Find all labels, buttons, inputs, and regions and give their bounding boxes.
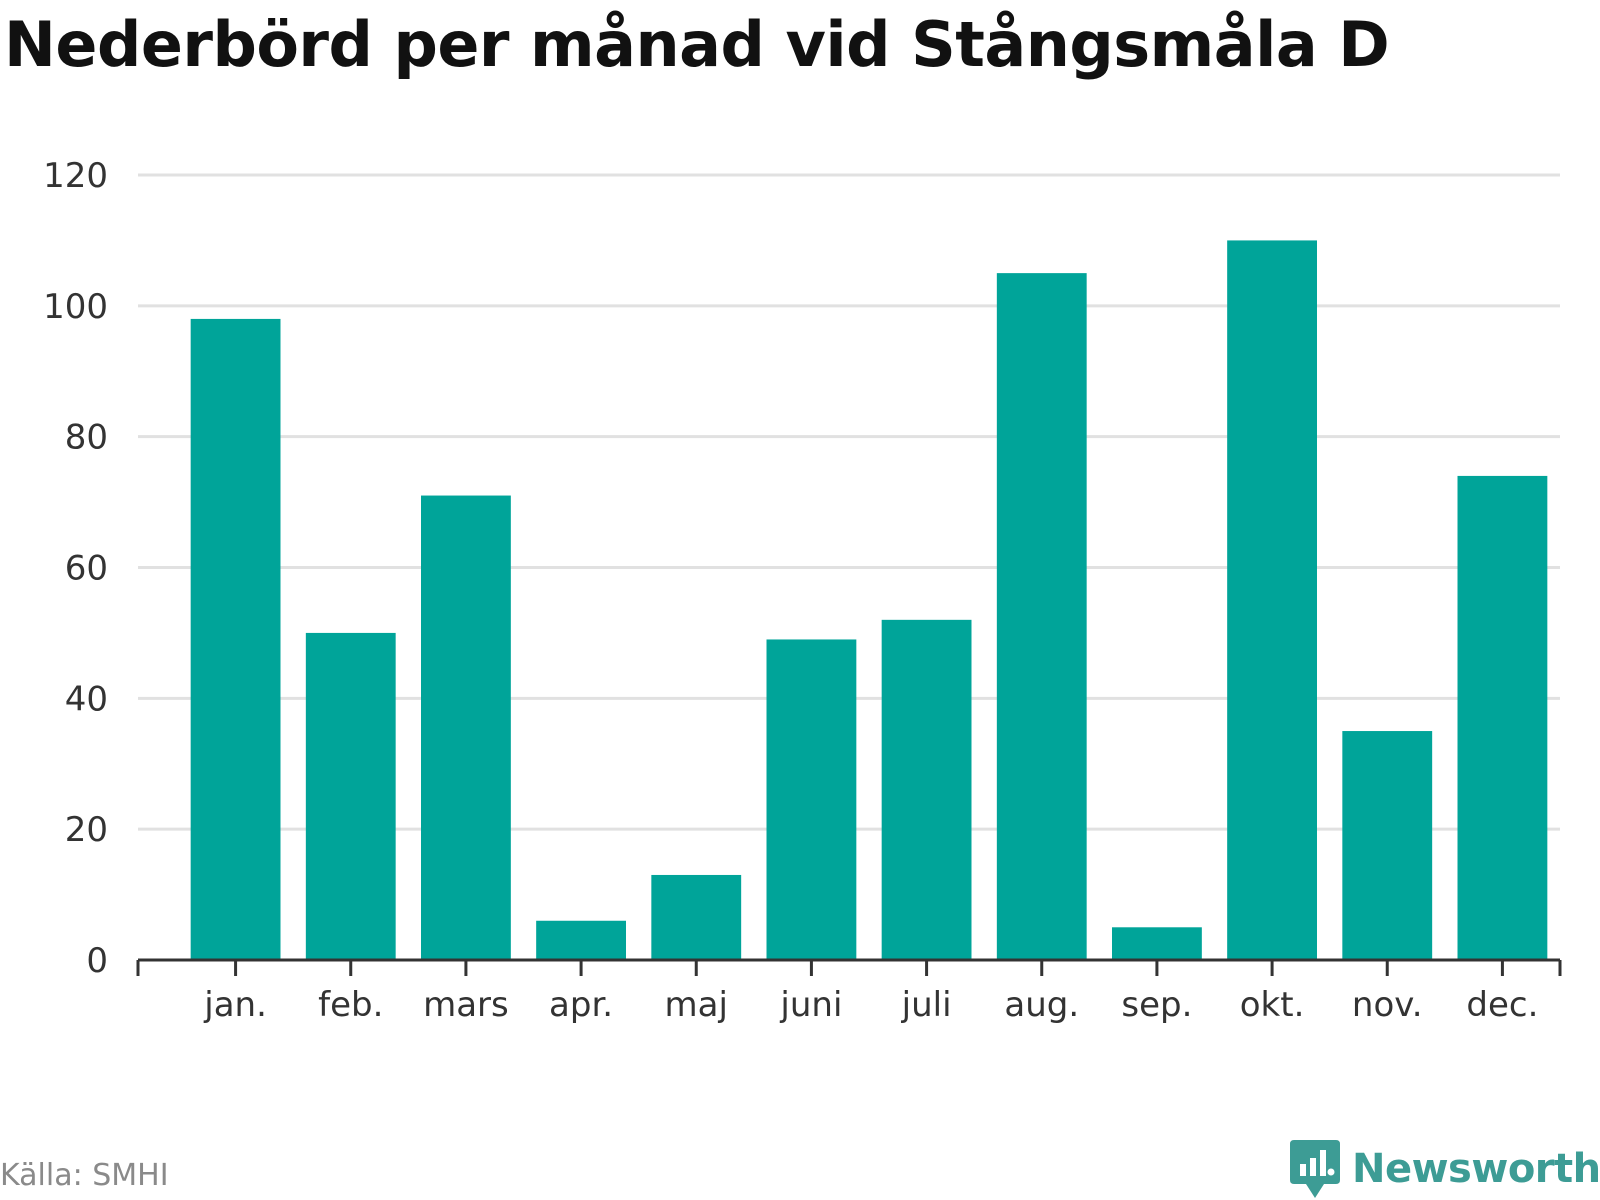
x-tick-label: feb. xyxy=(318,985,383,1025)
y-tick-label: 120 xyxy=(43,156,108,196)
bar-juni xyxy=(766,639,857,960)
x-tick-label: sep. xyxy=(1121,985,1192,1025)
bar-apr xyxy=(536,920,626,960)
x-tick-label: jan. xyxy=(203,985,267,1025)
x-tick-label: dec. xyxy=(1466,985,1538,1025)
x-axis xyxy=(136,958,1562,976)
y-tick-label: 0 xyxy=(86,941,108,981)
bar-juli xyxy=(881,619,972,960)
y-axis-ticks: 0 20 40 60 80 100 120 xyxy=(43,156,108,981)
y-tick-label: 60 xyxy=(65,549,108,589)
source-label: Källa: SMHI xyxy=(0,1158,169,1193)
bar-feb xyxy=(305,632,396,960)
bar-jan xyxy=(190,318,281,961)
x-tick-label: nov. xyxy=(1352,985,1423,1025)
x-axis-ticks: jan. feb. mars apr. maj juni juli aug. sep. okt. n… xyxy=(203,960,1538,1025)
brand-name: Newsworthy xyxy=(1352,1146,1600,1192)
newsworthy-logo-icon xyxy=(1290,1140,1340,1198)
chart-title: Nederbörd per månad vid Stångsmåla D xyxy=(4,8,1390,81)
x-tick-label: okt. xyxy=(1240,985,1305,1025)
x-tick-label: apr. xyxy=(549,985,613,1025)
y-tick-label: 40 xyxy=(65,679,108,719)
bar-nov xyxy=(1342,731,1433,960)
bar-sep xyxy=(1112,927,1202,960)
bars xyxy=(190,240,1548,961)
x-tick-label: maj xyxy=(665,985,728,1025)
bar-dec xyxy=(1457,475,1548,960)
bar-aug xyxy=(996,273,1087,960)
bar-mars xyxy=(421,495,511,960)
y-tick-label: 100 xyxy=(43,287,108,327)
bar-okt xyxy=(1227,240,1317,960)
y-tick-label: 80 xyxy=(65,418,108,458)
x-tick-label: juli xyxy=(901,985,952,1025)
bar-maj xyxy=(651,874,742,960)
y-tick-label: 20 xyxy=(65,810,108,850)
x-tick-label: aug. xyxy=(1004,985,1079,1025)
x-tick-label: mars xyxy=(423,985,509,1025)
x-tick-label: juni xyxy=(779,985,842,1025)
brand[interactable]: Newsworthy xyxy=(1290,1140,1600,1198)
